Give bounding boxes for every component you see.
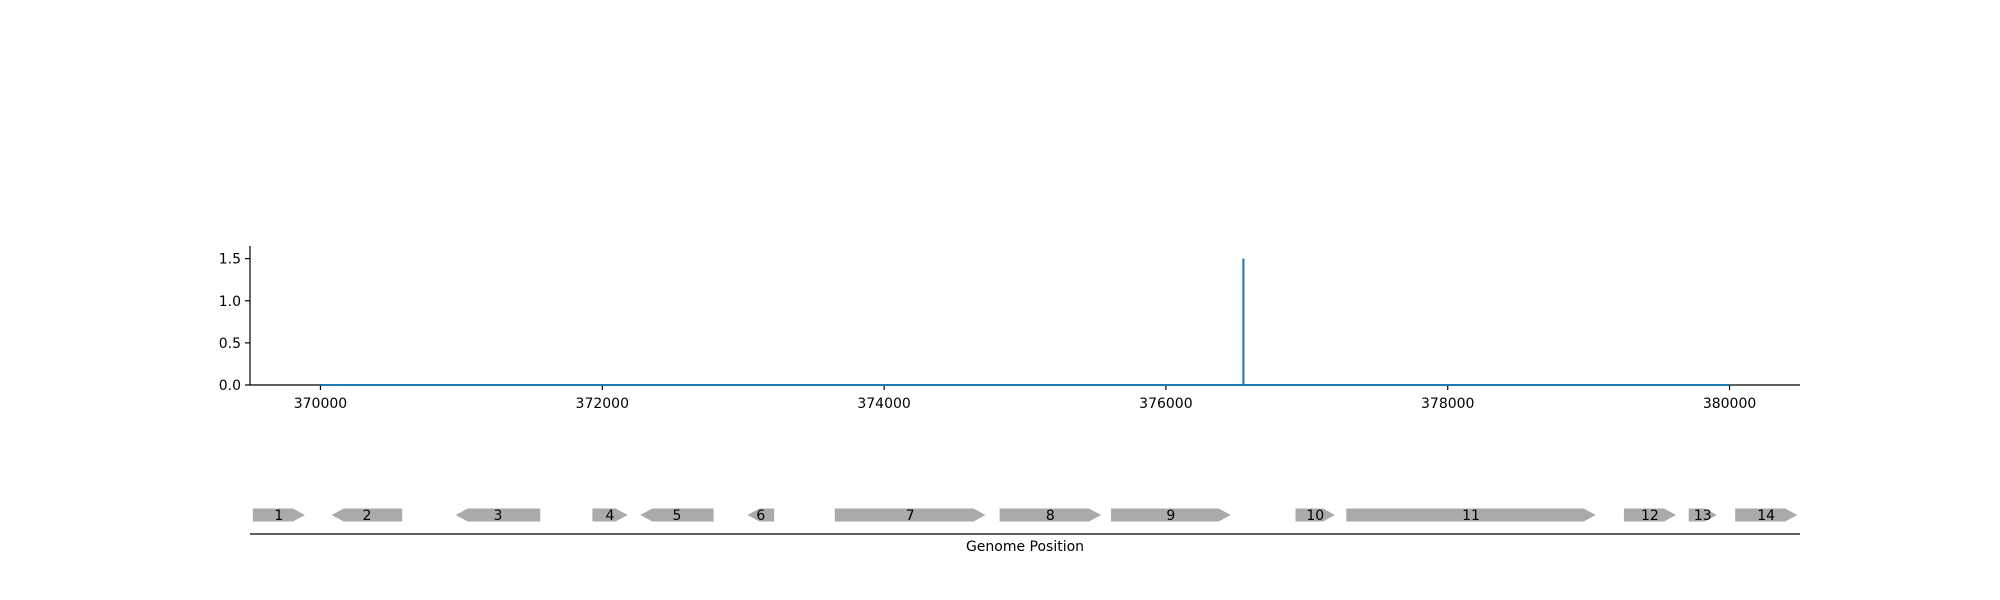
gene-arrow-8 [999,508,1102,522]
x-axis: 370000 372000 374000 376000 378000 380000 [250,384,1800,412]
gene-track: 1 2 3 4 5 6 7 8 9 10 11 12 13 14 [250,508,1800,535]
gene-label-12: 12 [1641,508,1659,524]
gene-label-4: 4 [606,508,615,524]
gene-arrow-12 [1623,508,1676,522]
gene-label-8: 8 [1046,508,1055,524]
gene-label-13: 13 [1694,508,1712,524]
x-tick-label: 376000 [1139,396,1192,412]
x-tick-label: 374000 [857,396,910,412]
gene-arrow-14 [1735,508,1798,522]
gene-arrow-2 [331,508,403,522]
gene-arrow-1 [252,508,305,522]
gene-label-5: 5 [672,508,681,524]
y-tick-label: 0.0 [219,378,241,394]
y-tick-label: 0.5 [219,336,241,352]
gene-label-11: 11 [1462,508,1480,524]
gene-arrow-13 [1688,508,1717,522]
gene-arrow-3 [455,508,541,522]
gene-arrow-9 [1111,508,1231,522]
gene-label-7: 7 [906,508,915,524]
gene-arrow-7 [834,508,986,522]
gene-arrow-5 [640,508,714,522]
gene-arrow-6 [747,508,775,522]
y-tick-label: 1.5 [219,252,241,268]
y-axis: 0.0 0.5 1.0 1.5 [219,246,251,394]
y-tick-label: 1.0 [219,294,241,310]
gene-label-1: 1 [274,508,283,524]
gene-label-6: 6 [756,508,765,524]
gene-label-9: 9 [1166,508,1175,524]
gene-arrow-11 [1346,508,1596,522]
x-tick-label: 370000 [294,396,347,412]
signal-series [320,258,1730,386]
x-tick-label: 372000 [576,396,629,412]
gene-label-14: 14 [1757,508,1775,524]
gene-arrow-10 [1295,508,1335,522]
x-tick-label: 378000 [1421,396,1474,412]
x-tick-label: 380000 [1703,396,1756,412]
gene-label-2: 2 [362,508,371,524]
series-line-0 [320,258,1730,386]
gene-label-10: 10 [1306,508,1324,524]
gene-label-3: 3 [494,508,503,524]
x-axis-label: Genome Position [966,539,1084,555]
gene-arrow-4 [592,508,628,522]
signal-plot: 0.0 0.5 1.0 1.5 370000 372000 374000 376000 378… [219,246,1800,412]
